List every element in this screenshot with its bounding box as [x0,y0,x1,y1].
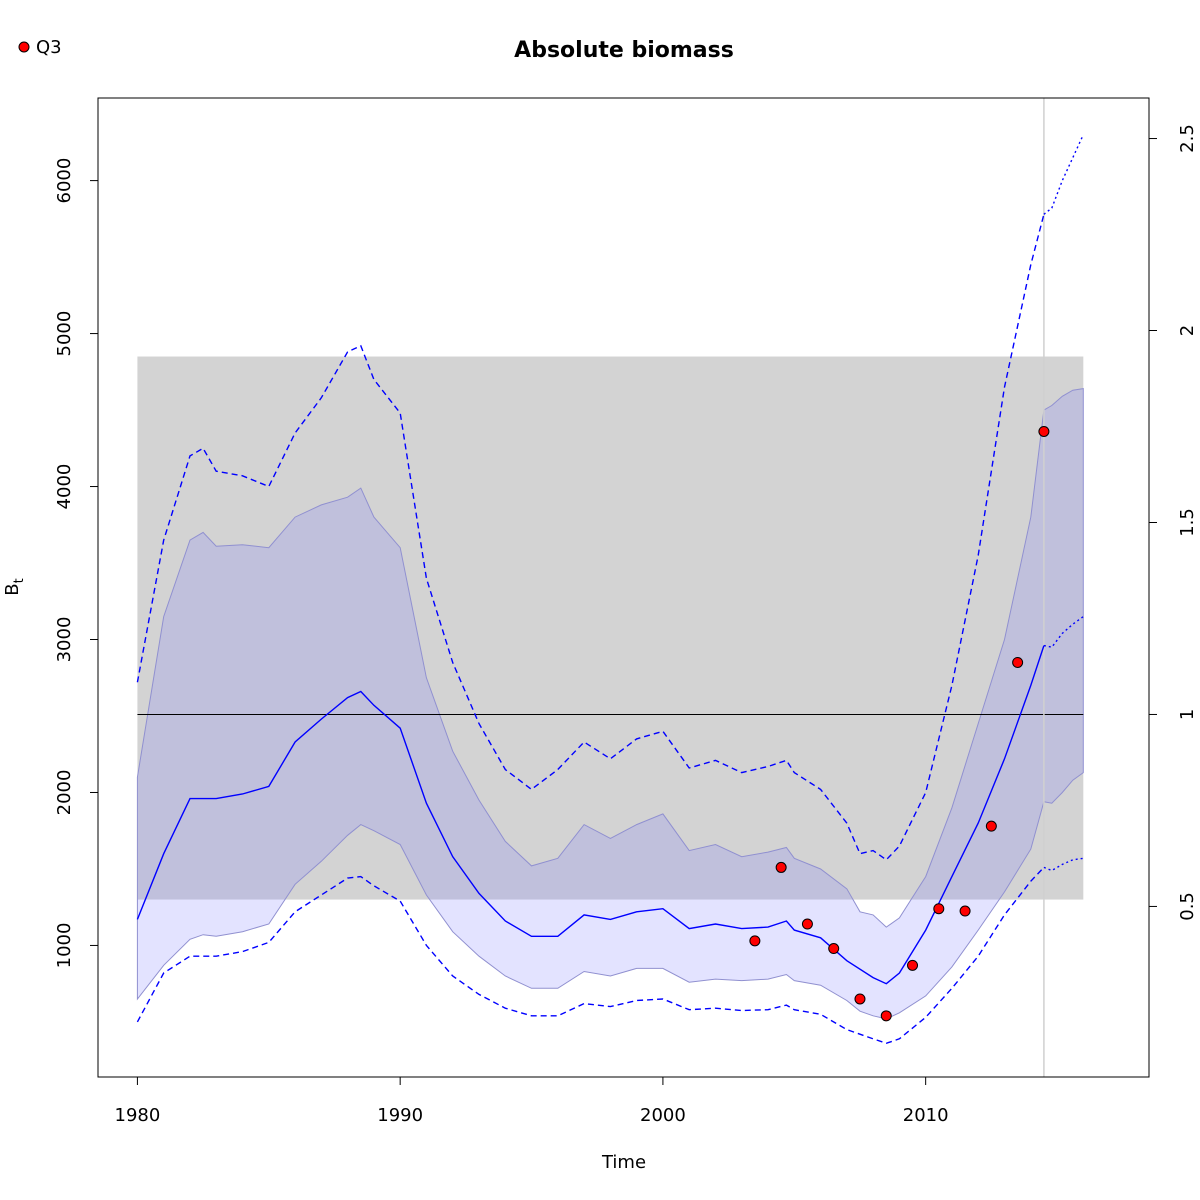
series-line-ci95-lower [136,866,1045,1045]
y-tick-label: 4000 [54,464,75,510]
x-tick-label: 2010 [903,1105,949,1126]
data-point-q3 [828,943,840,955]
legend-marker-q3 [18,41,30,53]
series-line-ci95-upper [136,214,1045,861]
data-point-q3 [1038,425,1050,437]
data-point-q3 [1012,656,1024,668]
series-line-b-est [136,645,1045,985]
y-tick-label: 1000 [54,923,75,969]
right-tick-label: 0.5 [1177,892,1198,921]
chart-title: Absolute biomass [514,38,734,63]
prior-band [137,356,1084,900]
y-tick-label: 3000 [54,617,75,663]
right-tick-label: 1.5 [1177,508,1198,537]
data-point-q3 [933,903,945,915]
x-tick-label: 1980 [115,1105,161,1126]
y-tick-label: 2000 [54,770,75,816]
data-point-q3 [775,861,787,873]
data-point-q3 [801,918,813,930]
legend: Q3 [18,37,62,58]
x-axis-title: Time [601,1152,646,1173]
data-point-q3 [880,1010,892,1022]
x-tick-label: 1990 [377,1105,423,1126]
y-axis-title-main: B [2,583,23,595]
confidence-band-0 [136,388,1084,1020]
data-point-q3 [985,820,997,832]
axes: 1980 1990 2000 2010 1000 2000 3000 4000 5000 6000… [54,97,1198,1126]
series-line-b-pred [1043,616,1084,648]
y-axis-title-subscript: t [12,578,27,583]
data-point-q3 [749,935,761,947]
right-tick-label: 1 [1177,709,1198,720]
plot-area [136,98,1084,1077]
y-tick-label: 6000 [54,158,75,204]
legend-label-q3: Q3 [36,37,62,58]
right-tick-label: 2 [1177,325,1198,336]
x-tick-label: 2000 [640,1105,686,1126]
y-tick-label: 5000 [54,311,75,357]
y-axis-title: Bt [2,578,27,595]
series-line-ci95-upper-pred [1043,134,1084,215]
data-point-q3 [959,905,971,917]
right-tick-label: 2.5 [1177,124,1198,153]
data-point-q3 [907,959,919,971]
series-line-ci95-lower-pred [1043,857,1084,872]
data-point-q3 [854,993,866,1005]
